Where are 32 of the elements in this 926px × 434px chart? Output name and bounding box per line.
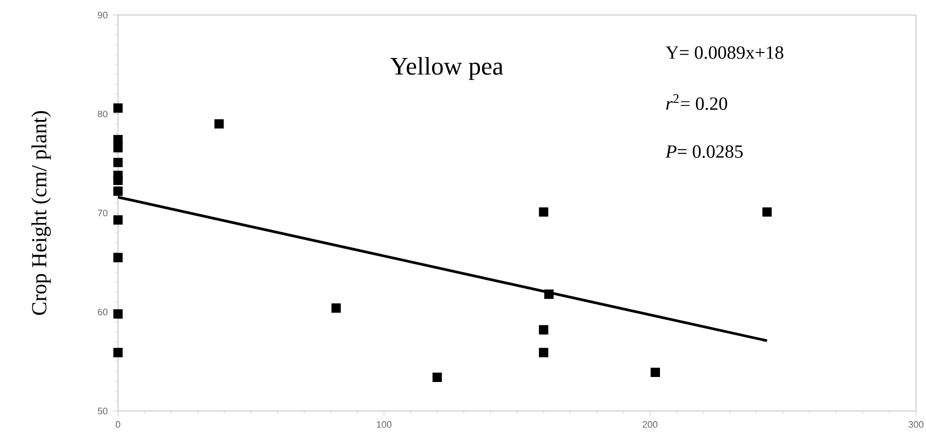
y-tick-label: 50	[98, 408, 108, 414]
point	[113, 158, 123, 168]
point	[113, 309, 123, 319]
point	[762, 207, 772, 217]
annotation: Y= 0.0089x+18	[666, 46, 784, 59]
point	[538, 325, 548, 334]
x-tick-label: 200	[642, 421, 658, 428]
x-tick-label: 300	[908, 421, 924, 428]
point	[113, 142, 123, 152]
point	[650, 368, 660, 378]
annotation: r$^{2}$= 0.20	[666, 94, 728, 110]
point	[214, 119, 224, 129]
point	[331, 303, 341, 313]
annotation: P= 0.0285	[665, 145, 743, 158]
point	[538, 348, 548, 358]
point	[113, 215, 123, 225]
point	[113, 186, 123, 196]
x-tick-label: 100	[376, 421, 392, 428]
point	[544, 290, 554, 299]
y-tick-label: 80	[98, 110, 108, 118]
point	[113, 176, 123, 185]
point	[432, 372, 442, 382]
text: Yellow pea	[390, 56, 504, 80]
y-tick-label: 60	[98, 308, 108, 316]
y-tick-label: 90	[98, 12, 108, 18]
x-tick-label: 0	[116, 421, 120, 428]
point	[113, 348, 123, 358]
y-tick-label: 70	[98, 210, 108, 216]
point	[113, 103, 123, 113]
point	[538, 207, 548, 217]
y-axis-title: Crop Height (cm/ plant)	[31, 111, 51, 315]
point	[113, 252, 123, 262]
